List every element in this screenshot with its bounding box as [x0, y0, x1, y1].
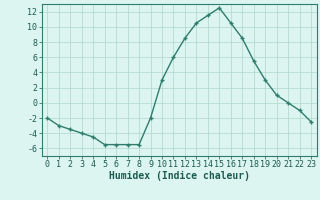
X-axis label: Humidex (Indice chaleur): Humidex (Indice chaleur) [109, 171, 250, 181]
